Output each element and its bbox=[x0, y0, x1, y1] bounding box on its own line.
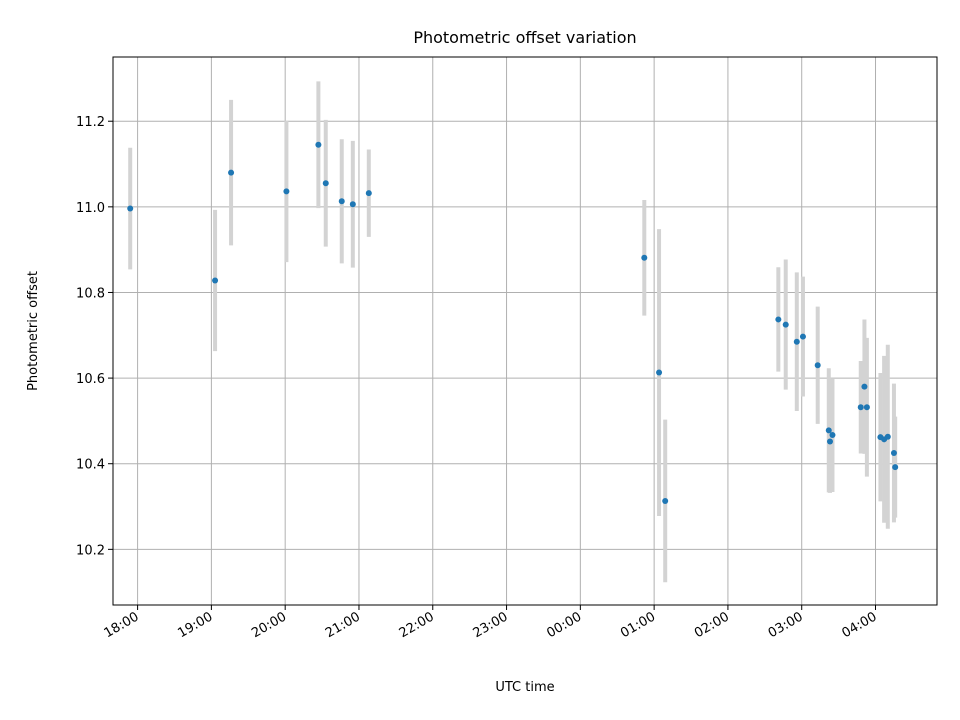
data-point bbox=[315, 141, 322, 148]
data-point bbox=[338, 198, 345, 205]
x-tick-label: 04:00 bbox=[840, 609, 880, 641]
data-point bbox=[656, 369, 663, 376]
data-point bbox=[212, 277, 219, 284]
data-point bbox=[829, 432, 836, 439]
data-point bbox=[861, 383, 868, 390]
y-tick-label: 11.2 bbox=[76, 115, 105, 130]
error-bars bbox=[128, 81, 898, 583]
x-tick-label: 23:00 bbox=[471, 609, 511, 641]
x-tick-label: 01:00 bbox=[618, 609, 658, 641]
x-tick-label: 00:00 bbox=[544, 609, 584, 641]
data-point bbox=[825, 427, 832, 434]
data-point bbox=[884, 433, 891, 440]
data-point bbox=[775, 316, 782, 323]
data-point bbox=[799, 333, 806, 340]
x-tick-label: 21:00 bbox=[323, 609, 363, 641]
data-point bbox=[365, 190, 372, 197]
data-point bbox=[283, 188, 290, 195]
x-tick-label: 22:00 bbox=[397, 609, 437, 641]
data-point bbox=[890, 450, 897, 457]
x-tick-label: 19:00 bbox=[175, 609, 215, 641]
y-tick-label: 10.6 bbox=[76, 372, 105, 387]
data-point bbox=[641, 254, 648, 261]
x-axis-label: UTC time bbox=[495, 680, 554, 695]
x-tick-label: 18:00 bbox=[102, 609, 142, 641]
x-tick-label: 03:00 bbox=[766, 609, 806, 641]
data-point bbox=[322, 180, 329, 187]
data-point bbox=[793, 338, 800, 345]
data-point bbox=[827, 438, 834, 445]
data-point bbox=[127, 205, 134, 212]
grid bbox=[113, 57, 937, 605]
data-point bbox=[814, 362, 821, 369]
data-point bbox=[349, 201, 356, 208]
plot-frame bbox=[112, 56, 938, 606]
data-point bbox=[662, 497, 669, 504]
data-point bbox=[857, 404, 864, 411]
data-point bbox=[228, 169, 235, 176]
chart-title: Photometric offset variation bbox=[413, 28, 636, 47]
data-point bbox=[892, 464, 899, 471]
y-axis-label: Photometric offset bbox=[26, 271, 41, 391]
data-points bbox=[127, 141, 899, 504]
x-tick-label: 02:00 bbox=[692, 609, 732, 641]
x-tick-label: 20:00 bbox=[249, 609, 289, 641]
y-tick-label: 10.8 bbox=[76, 286, 105, 301]
data-point bbox=[863, 404, 870, 411]
x-axis: 18:00 19:00 20:00 21:00 22:00 23:00 00:00 01:00… bbox=[102, 605, 880, 641]
data-point bbox=[782, 321, 789, 328]
y-tick-label: 10.2 bbox=[76, 543, 105, 558]
y-tick-label: 11.0 bbox=[76, 201, 105, 216]
y-tick-label: 10.4 bbox=[76, 458, 105, 473]
y-axis: 10.2 10.4 10.6 10.8 11.0 11.2 bbox=[76, 115, 113, 558]
